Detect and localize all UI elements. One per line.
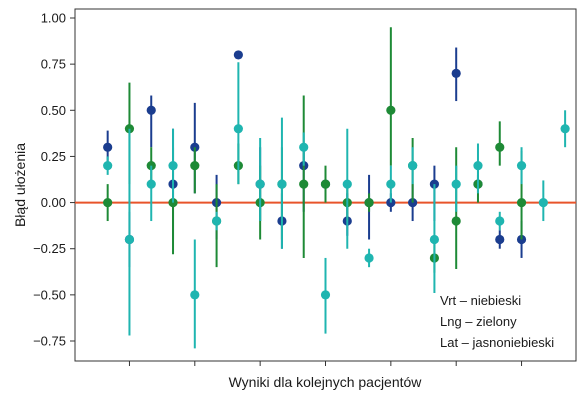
data-point	[211, 216, 222, 226]
data-point	[516, 161, 527, 171]
data-point	[429, 234, 440, 245]
data-point	[495, 142, 505, 152]
x-axis	[128, 361, 523, 366]
data-point	[190, 161, 200, 171]
data-point	[538, 197, 548, 208]
data-point	[233, 124, 243, 134]
data-point	[451, 179, 461, 189]
data-point	[451, 216, 461, 226]
data-point	[364, 253, 374, 263]
data-point	[146, 161, 156, 171]
y-tick-label: 0.50	[41, 103, 66, 118]
data-point	[190, 290, 200, 300]
data-point	[299, 179, 309, 189]
data-point	[386, 179, 396, 189]
data-point	[233, 50, 243, 60]
series-lat	[103, 62, 570, 349]
data-point	[277, 179, 287, 189]
data-point	[103, 161, 113, 171]
data-point	[560, 124, 570, 134]
data-point	[495, 216, 505, 226]
y-tick-label: 1.00	[41, 11, 66, 26]
y-tick-label: 0.25	[41, 149, 66, 164]
y-axis: 1.00 0.75 0.50 0.25 0.00 −0.25 −0.50 −0.75	[33, 11, 75, 349]
data-point	[386, 105, 396, 115]
y-tick-label: −0.50	[33, 287, 66, 302]
data-point	[103, 197, 113, 208]
data-point	[320, 290, 331, 300]
data-point	[146, 105, 156, 115]
series-lng	[103, 27, 527, 273]
data-point	[124, 234, 135, 245]
data-point	[364, 197, 374, 208]
y-tick-label: −0.75	[33, 334, 66, 349]
y-tick-label: 0.00	[41, 195, 66, 210]
x-axis-label: Wyniki dla kolejnych pacjentów	[229, 374, 423, 390]
data-point	[320, 179, 331, 189]
series-layer	[103, 27, 570, 349]
data-point	[516, 197, 527, 208]
legend: Vrt – niebieski Lng – zielony Lat – jasn…	[440, 293, 554, 350]
y-tick-label: −0.25	[33, 241, 66, 256]
data-point	[255, 179, 265, 189]
data-point	[146, 179, 156, 189]
legend-line-lng: Lng – zielony	[440, 314, 517, 329]
data-point	[473, 161, 483, 171]
series-vrt	[103, 47, 527, 268]
data-point	[451, 68, 461, 78]
data-point	[495, 234, 505, 245]
legend-line-vrt: Vrt – niebieski	[440, 293, 521, 308]
data-point	[299, 142, 309, 152]
data-point	[408, 161, 418, 171]
data-point	[103, 142, 113, 152]
data-point	[342, 179, 352, 189]
data-point	[190, 142, 200, 152]
data-point	[168, 161, 178, 171]
y-axis-label: Błąd ułożenia	[12, 143, 28, 227]
legend-line-lat: Lat – jasnoniebieski	[440, 335, 554, 350]
y-tick-label: 0.75	[41, 57, 66, 72]
